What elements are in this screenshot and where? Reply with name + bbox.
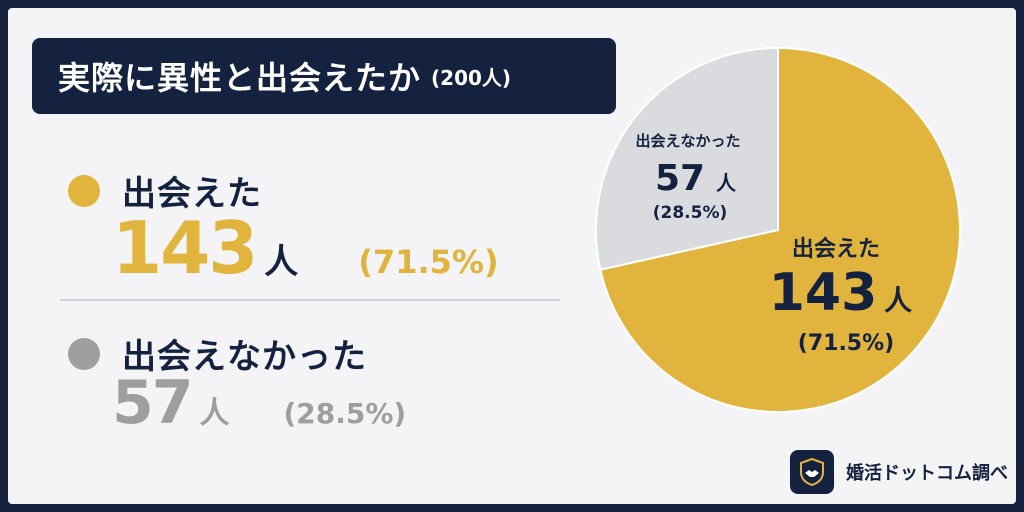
chart-title: 実際に異性と出会えたか: [58, 59, 422, 97]
legend-label-met: 出会えた: [122, 174, 262, 214]
pie-count-not-met: 57: [655, 158, 705, 199]
pie-percent-not-met: (28.5%): [653, 203, 728, 223]
unit-met: 人: [264, 242, 299, 282]
unit-not-met: 人: [199, 396, 230, 431]
brand-name: 婚活ドットコム調べ: [846, 463, 1008, 484]
pie-count-met: 143: [769, 263, 878, 323]
legend-label-not-met: 出会えなかった: [122, 337, 367, 377]
infographic-card: 実際に異性と出会えたか (200人) 出会えた 143 人 (71.5%) 出会…: [8, 8, 1016, 504]
count-met: 143: [112, 206, 258, 290]
percent-met: (71.5%): [358, 243, 499, 281]
pie-percent-met: (71.5%): [798, 331, 894, 356]
count-not-met: 57: [112, 368, 193, 438]
pie-unit-not-met: 人: [716, 171, 737, 195]
percent-not-met: (28.5%): [283, 397, 407, 430]
pie-chart: 出会えた 143 人 (71.5%) 出会えなかった 57 人 (28.5%): [595, 46, 961, 413]
gold-dot-icon: [68, 174, 100, 207]
divider: [60, 299, 560, 301]
legend-item-met: 出会えた: [68, 166, 262, 215]
gray-dot-icon: [68, 337, 100, 370]
chart-subtitle: (200人): [431, 65, 512, 90]
pie-label-not-met: 出会えなかった: [635, 132, 740, 150]
pie-unit-met: 人: [884, 284, 912, 317]
handshake-icon: [790, 450, 834, 494]
legend-value-met: 143 人 (71.5%): [112, 206, 499, 290]
pie-slice-not-met: [595, 46, 779, 271]
brand-credit: 婚活ドットコム調べ: [790, 450, 1008, 494]
pie-slice-met: [599, 46, 961, 413]
legend-item-not-met: 出会えなかった: [68, 329, 367, 378]
legend-value-not-met: 57 人 (28.5%): [112, 368, 406, 438]
pie-label-met: 出会えた: [792, 236, 880, 262]
title-banner: 実際に異性と出会えたか (200人): [32, 38, 616, 114]
